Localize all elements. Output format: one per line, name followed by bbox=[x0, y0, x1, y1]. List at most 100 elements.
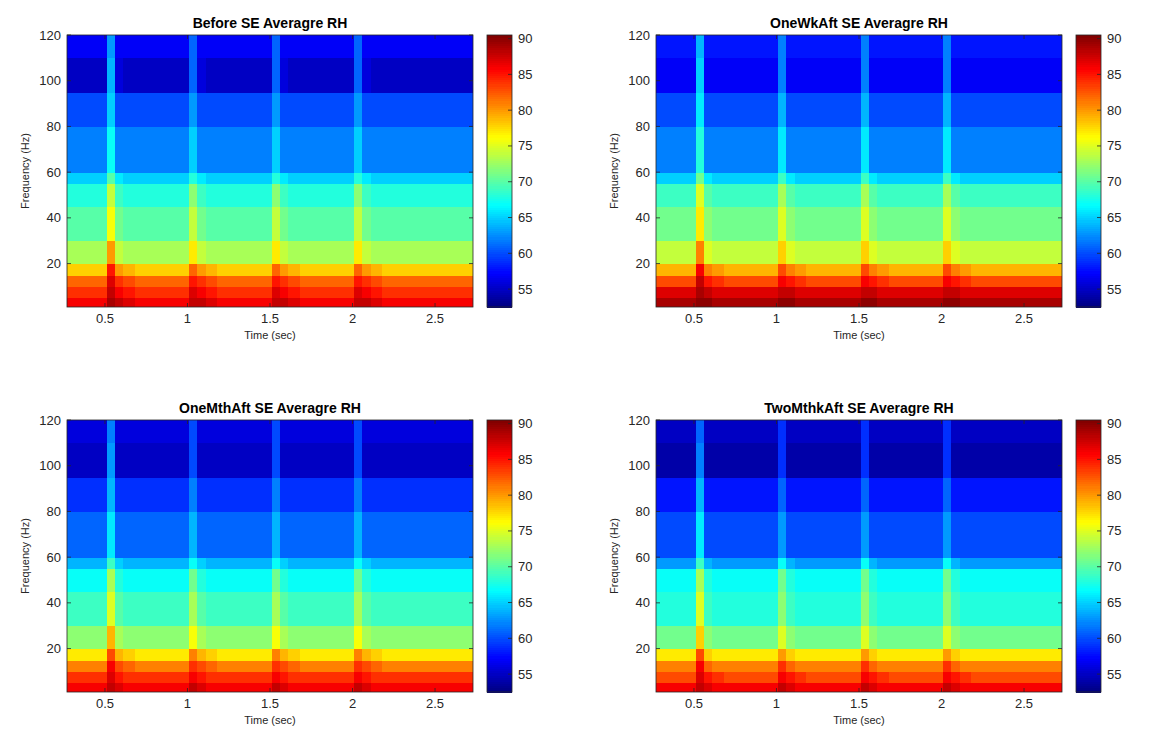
heatmap-cell bbox=[217, 298, 272, 307]
heatmap-cell bbox=[362, 626, 371, 649]
heatmap-cell bbox=[951, 172, 960, 184]
heatmap-cell bbox=[197, 569, 206, 592]
x-tick-label: 1 bbox=[184, 311, 191, 326]
heatmap-cell bbox=[189, 264, 198, 276]
colorbar-tick-label: 75 bbox=[518, 523, 532, 538]
heatmap-cell bbox=[861, 683, 870, 692]
colorbar-tick bbox=[1097, 145, 1101, 146]
heatmap-cell bbox=[712, 649, 724, 661]
heatmap-cell bbox=[206, 126, 218, 172]
heatmap-cell bbox=[135, 477, 190, 512]
heatmap-cell bbox=[861, 126, 870, 172]
heatmap-cell bbox=[877, 264, 889, 276]
y-tick bbox=[1058, 648, 1062, 649]
colorbar-swatch bbox=[1076, 420, 1101, 423]
heatmap-cell bbox=[123, 420, 135, 443]
colorbar-tick bbox=[1097, 110, 1101, 111]
colorbar-tick bbox=[508, 566, 512, 567]
heatmap-cell bbox=[889, 58, 944, 93]
heatmap-cell bbox=[971, 172, 1062, 184]
heatmap-cell bbox=[786, 298, 795, 307]
heatmap-cell bbox=[704, 671, 713, 683]
heatmap-cell bbox=[67, 264, 107, 276]
heatmap-cell bbox=[877, 58, 889, 93]
heatmap-cell bbox=[712, 206, 724, 241]
y-tick bbox=[1058, 217, 1062, 218]
heatmap-cell bbox=[786, 184, 795, 207]
heatmap-cell bbox=[869, 172, 878, 184]
y-tick bbox=[656, 217, 660, 218]
heatmap-cell bbox=[206, 298, 218, 307]
heatmap-cell bbox=[960, 58, 972, 93]
heatmap-cell bbox=[135, 660, 190, 672]
heatmap-cell bbox=[135, 591, 190, 626]
heatmap-cell bbox=[786, 443, 795, 478]
heatmap-cell bbox=[806, 683, 861, 692]
heatmap-cell bbox=[960, 126, 972, 172]
heatmap-cell bbox=[889, 184, 944, 207]
heatmap-cell bbox=[107, 126, 116, 172]
heatmap-cell bbox=[712, 241, 724, 264]
heatmap-cell bbox=[861, 264, 870, 276]
heatmap-cell bbox=[206, 477, 218, 512]
colorbar-tick-label: 90 bbox=[1107, 31, 1121, 46]
heatmap-cell bbox=[795, 420, 807, 443]
figure: 0.511.522.520406080100120Time (sec)Frequ… bbox=[0, 0, 1174, 740]
heatmap-cell bbox=[704, 92, 713, 127]
heatmap-cell bbox=[217, 275, 272, 287]
colorbar-tick-label: 55 bbox=[1107, 667, 1121, 682]
heatmap-cell bbox=[656, 58, 696, 93]
heatmap-cell bbox=[971, 298, 1062, 307]
heatmap-cell bbox=[206, 591, 218, 626]
colorbar-tick bbox=[1097, 253, 1101, 254]
heatmap-cell bbox=[217, 172, 272, 184]
y-tick bbox=[67, 126, 71, 127]
heatmap-cell bbox=[806, 264, 861, 276]
heatmap-cell bbox=[869, 275, 878, 287]
heatmap-cell bbox=[889, 671, 944, 683]
heatmap-cell bbox=[951, 286, 960, 298]
colorbar-tick bbox=[508, 289, 512, 290]
heatmap-cell bbox=[67, 569, 107, 592]
heatmap-cell bbox=[724, 264, 779, 276]
heatmap-cell bbox=[115, 569, 124, 592]
heatmap-cell bbox=[123, 206, 135, 241]
y-tick bbox=[469, 35, 473, 36]
x-tick-label: 2 bbox=[938, 696, 945, 711]
heatmap-cell bbox=[197, 126, 206, 172]
colorbar-tick-label: 85 bbox=[1107, 452, 1121, 467]
heatmap-cell bbox=[189, 241, 198, 264]
heatmap-cell bbox=[206, 649, 218, 661]
heatmap-cell bbox=[696, 660, 705, 672]
heatmap-cell bbox=[189, 649, 198, 661]
heatmap-cell bbox=[67, 626, 107, 649]
y-tick-label: 60 bbox=[47, 165, 61, 180]
heatmap-cell bbox=[123, 477, 135, 512]
heatmap-cell bbox=[877, 557, 889, 569]
heatmap-cell bbox=[861, 569, 870, 592]
heatmap-cell bbox=[354, 286, 363, 298]
heatmap-cell bbox=[206, 172, 218, 184]
heatmap-cell bbox=[656, 569, 696, 592]
x-tick bbox=[776, 35, 777, 39]
y-tick-label: 40 bbox=[636, 210, 650, 225]
heatmap-cell bbox=[960, 649, 972, 661]
heatmap-cell bbox=[197, 184, 206, 207]
heatmap-cell bbox=[189, 184, 198, 207]
colorbar-tick-label: 60 bbox=[518, 631, 532, 646]
heatmap-cell bbox=[206, 92, 218, 127]
heatmap-cell bbox=[806, 92, 861, 127]
heatmap-cell bbox=[300, 286, 355, 298]
heatmap-cell bbox=[135, 264, 190, 276]
heatmap-cell bbox=[206, 184, 218, 207]
colorbar-tick-label: 55 bbox=[518, 667, 532, 682]
colorbar-tick-label: 65 bbox=[1107, 595, 1121, 610]
plot-frame bbox=[67, 35, 473, 307]
y-tick bbox=[656, 420, 660, 421]
colorbar-tick-label: 75 bbox=[518, 138, 532, 153]
heatmap-cell bbox=[217, 683, 272, 692]
heatmap-cell bbox=[371, 126, 383, 172]
heatmap-cell bbox=[778, 275, 787, 287]
heatmap-cell bbox=[889, 569, 944, 592]
heatmap-cell bbox=[971, 671, 1062, 683]
